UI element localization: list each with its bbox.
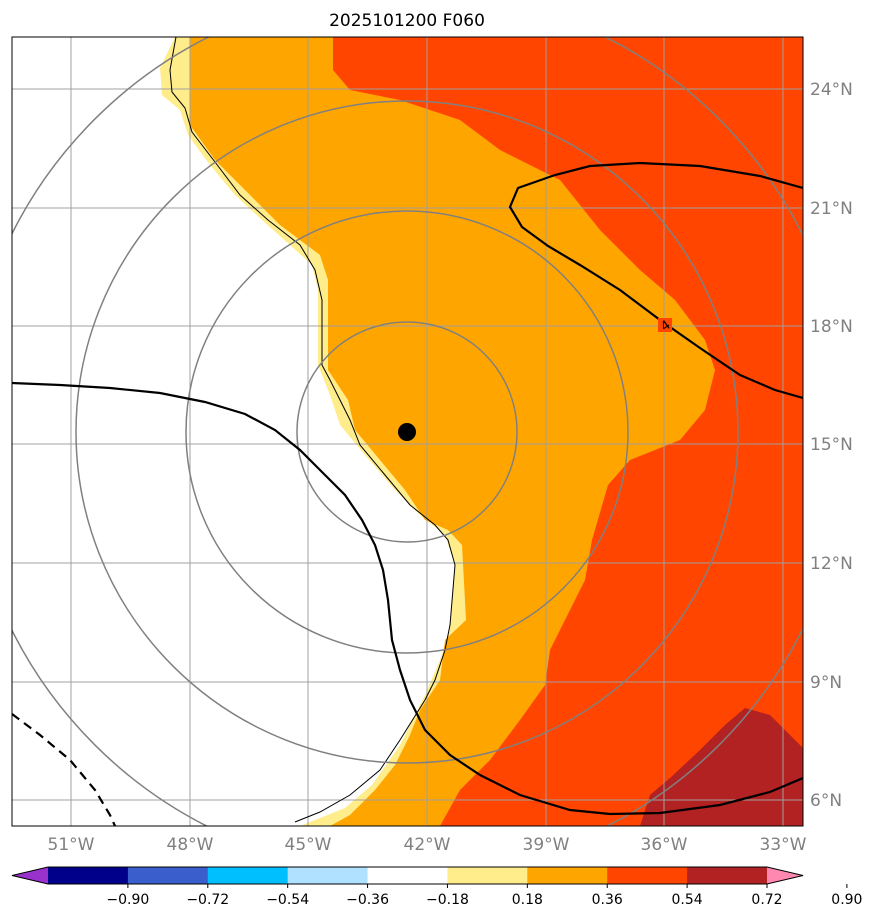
colorbar-segment	[447, 867, 528, 884]
colorbar-segment	[527, 867, 608, 884]
colorbar: −0.90 −0.72 −0.54 −0.36 −0.18 0.18 0.36 0.54 0.7…	[11, 866, 862, 908]
colorbar-segment	[207, 867, 289, 884]
map-area: 4	[12, 37, 803, 826]
colorbar-tick-label: −0.36	[346, 892, 389, 908]
range-ring-1	[296, 321, 518, 543]
lat-label: 15°N	[810, 435, 853, 455]
contour-label-bg	[658, 318, 672, 332]
contour-line-solid-west	[12, 381, 803, 816]
colorbar-tick-label: 0.18	[512, 892, 543, 908]
colorbar-tick-label: 0.72	[751, 892, 782, 908]
contour-line-solid-northeast	[508, 161, 803, 400]
storm-center-marker	[398, 423, 416, 441]
lon-label: 45°W	[285, 835, 332, 855]
colorbar-segment	[48, 867, 129, 884]
lat-label: 18°N	[810, 317, 853, 337]
colorbar-tick-label: 0.90	[831, 892, 862, 908]
lat-label: 6°N	[810, 791, 842, 811]
lat-label: 12°N	[810, 554, 853, 574]
colorbar-tick-label: −0.54	[266, 892, 309, 908]
range-ring-3	[75, 100, 739, 764]
fill-band-dark-red	[640, 708, 803, 826]
map-title: 2025101200 F060	[329, 11, 485, 31]
lat-label: 9°N	[810, 673, 842, 693]
lon-label: 48°W	[167, 835, 214, 855]
lon-label: 33°W	[760, 835, 807, 855]
lat-axis-labels: 6°N 9°N 12°N 15°N 18°N 21°N 24°N	[810, 80, 853, 811]
lon-label: 39°W	[523, 835, 570, 855]
colorbar-tick-label: −0.90	[106, 892, 149, 908]
colorbar-extend-low	[12, 867, 48, 884]
range-ring-2	[185, 210, 629, 654]
colorbar-extend-high	[767, 867, 803, 884]
colorbar-segment	[127, 867, 209, 884]
colorbar-segment	[687, 867, 768, 884]
colorbar-tick-label: 0.54	[672, 892, 703, 908]
colorbar-segment	[287, 867, 369, 884]
lon-label: 42°W	[404, 835, 451, 855]
fill-band-red-orange	[333, 37, 803, 826]
lon-axis-labels: 51°W 48°W 45°W 42°W 39°W 36°W 33°W	[48, 835, 807, 855]
colorbar-tick-label: −0.72	[186, 892, 229, 908]
lat-label: 24°N	[810, 80, 853, 100]
gridlines	[12, 37, 803, 826]
contour-line-dashed	[12, 713, 117, 826]
lon-label: 51°W	[48, 835, 95, 855]
range-rings	[12, 37, 803, 826]
colorbar-tick-label: 0.36	[592, 892, 623, 908]
colorbar-tick-label: −0.18	[426, 892, 469, 908]
map-frame	[11, 36, 804, 827]
lon-label: 36°W	[641, 835, 688, 855]
colorbar-segment	[367, 867, 448, 884]
lat-label: 21°N	[810, 199, 853, 219]
colorbar-outline	[11, 866, 804, 885]
colorbar-segment	[607, 867, 688, 884]
